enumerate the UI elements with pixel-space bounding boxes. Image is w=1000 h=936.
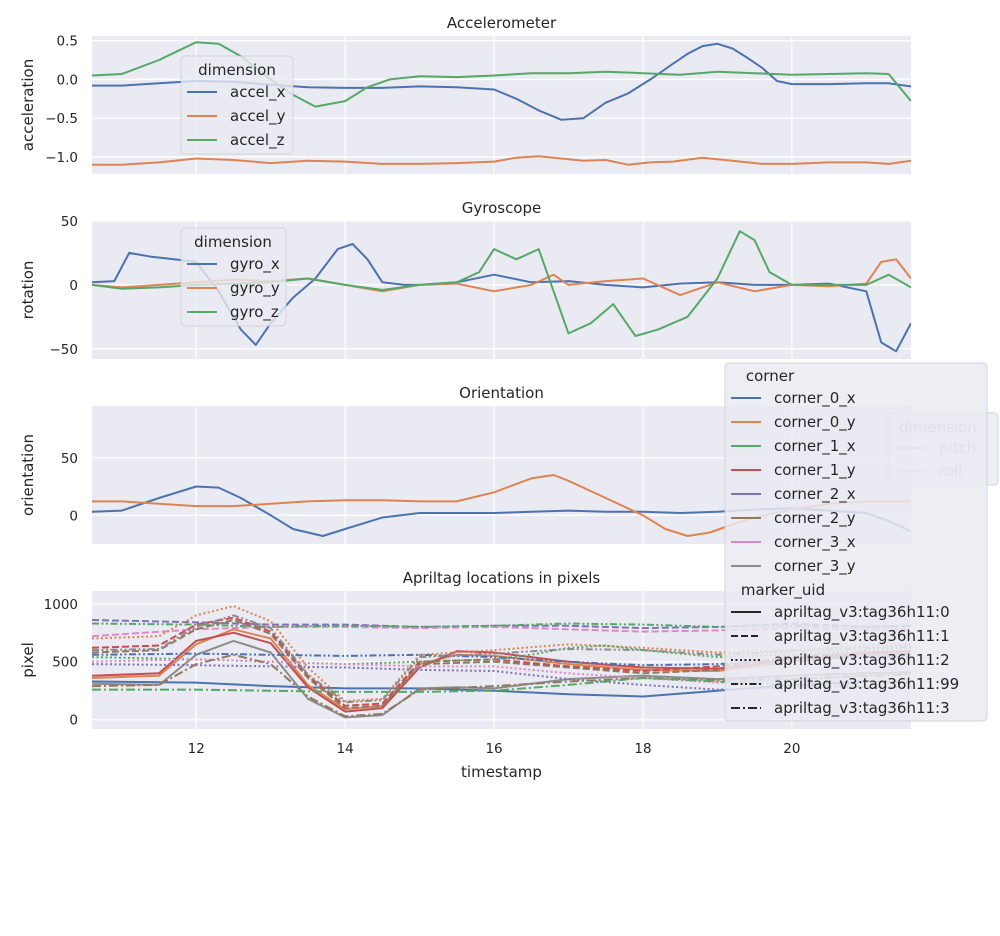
legend-entry: corner_0_y (774, 413, 856, 432)
legend-title: corner (746, 367, 795, 385)
legend-entry: corner_3_y (774, 557, 856, 576)
y-tick-label: 50 (61, 214, 78, 230)
y-tick-label: 0 (69, 278, 78, 294)
legend-title: dimension (198, 61, 276, 79)
legend-box (180, 55, 294, 155)
x-tick-label: 20 (783, 741, 800, 757)
y-tick-label: −1.0 (45, 150, 78, 166)
y-tick-label: 0.5 (57, 34, 78, 50)
y-tick-label: 500 (52, 655, 78, 671)
legend-entry: corner_0_x (774, 389, 856, 408)
legend-entry: accel_x (230, 83, 286, 102)
legend-entry: apriltag_v3:tag36h11:99 (774, 675, 959, 694)
x-tick-label: 12 (188, 741, 205, 757)
subplot-1: 0.5 0.0 −0.5 −1.0 Accelerometer acceleration (19, 14, 911, 174)
legend-entry: apriltag_v3:tag36h11:2 (774, 651, 950, 670)
y-tick-label: −0.5 (45, 111, 78, 127)
legend-box (724, 362, 988, 722)
x-tick-label: 18 (634, 741, 651, 757)
legend-entry: corner_1_y (774, 461, 856, 480)
legend-entry: accel_y (230, 107, 286, 126)
legend-entry: apriltag_v3:tag36h11:0 (774, 603, 950, 622)
legend-entry: gyro_z (230, 303, 279, 322)
legend-title: dimension (194, 233, 272, 251)
y-tick-label: −50 (50, 342, 79, 358)
y-axis-label: orientation (19, 434, 37, 516)
y-tick-label: 50 (61, 451, 78, 467)
y-axis-label: acceleration (19, 59, 37, 151)
y-tick-label: 0 (69, 508, 78, 524)
legend-entry: corner_3_x (774, 533, 856, 552)
legend-entry: corner_1_x (774, 437, 856, 456)
legend-entry: accel_z (230, 131, 285, 150)
legend-apriltag: corner corner_0_x corner_0_y corner_1_xcorn… (731, 367, 959, 718)
legend-entry: corner_2_y (774, 509, 856, 528)
legend-gyroscope: dimension gyro_x gyro_y gyro_z (187, 233, 280, 322)
chart-title: Gyroscope (462, 199, 542, 217)
y-tick-label: 1000 (44, 597, 78, 613)
legend-box (180, 227, 287, 327)
legend-entry: corner_2_x (774, 485, 856, 504)
legend-entry: gyro_y (230, 279, 280, 298)
legend-entry: apriltag_v3:tag36h11:1 (774, 627, 950, 646)
x-tick-label: 14 (337, 741, 354, 757)
chart-title: Accelerometer (447, 14, 557, 32)
legend-entry: gyro_x (230, 255, 280, 274)
subplot-2: 50 0 −50 Gyroscope rotation (19, 199, 911, 359)
legend-accelerometer: dimension accel_x accel_y accel_z (187, 61, 286, 150)
y-tick-label: 0 (69, 713, 78, 729)
y-axis-label: rotation (19, 261, 37, 320)
x-tick-label: 16 (485, 741, 502, 757)
legend-entry: apriltag_v3:tag36h11:3 (774, 699, 950, 718)
chart-title: Orientation (459, 384, 544, 402)
series-line-corner-1-x-tag36h11-3 (92, 677, 911, 693)
series-line-accel-z (92, 41, 911, 108)
legend-title: marker_uid (741, 581, 825, 600)
chart-title: Apriltag locations in pixels (403, 569, 601, 587)
y-tick-label: 0.0 (57, 72, 78, 88)
series-line-accel-y (92, 155, 911, 166)
x-axis-label: timestamp (461, 763, 542, 781)
y-axis-label: pixel (19, 642, 37, 678)
